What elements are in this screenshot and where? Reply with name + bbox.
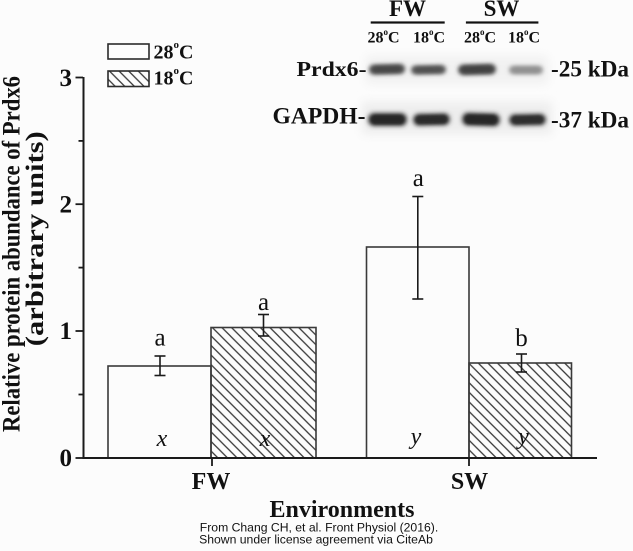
svg-text:a: a: [154, 325, 165, 352]
svg-text:SW: SW: [451, 469, 488, 495]
svg-text:FW: FW: [192, 469, 231, 495]
svg-text:From Chang CH, et al. Front Ph: From Chang CH, et al. Front Physiol (201…: [200, 520, 438, 534]
svg-text:x: x: [259, 426, 271, 452]
svg-text:28oC: 28oC: [367, 27, 399, 47]
svg-text:3: 3: [60, 65, 73, 92]
svg-text:y: y: [516, 424, 529, 450]
svg-text:Shown under license agreement: Shown under license agreement via CiteAb: [199, 532, 433, 546]
svg-text:SW: SW: [484, 0, 520, 21]
svg-text:FW: FW: [389, 0, 426, 21]
svg-text:18oC: 18oC: [508, 27, 540, 47]
svg-text:x: x: [156, 426, 168, 452]
svg-text:2: 2: [60, 192, 73, 219]
svg-text:1: 1: [60, 318, 73, 345]
svg-text:a: a: [413, 165, 424, 192]
svg-text:(arbitrary units): (arbitrary units): [22, 131, 49, 346]
svg-text:18oC: 18oC: [154, 65, 194, 90]
svg-text:28oC: 28oC: [464, 27, 496, 47]
svg-text:18oC: 18oC: [413, 27, 445, 47]
svg-text:Prdx6-: Prdx6-: [297, 57, 367, 81]
svg-text:0: 0: [60, 445, 73, 472]
svg-text:Relative protein abundance of: Relative protein abundance of Prdx6: [0, 76, 26, 432]
svg-text:y: y: [409, 424, 422, 450]
svg-text:-25 kDa: -25 kDa: [551, 57, 630, 82]
svg-text:b: b: [515, 325, 528, 352]
svg-text:Environments: Environments: [270, 497, 415, 523]
svg-text:a: a: [258, 289, 269, 316]
svg-text:GAPDH-: GAPDH-: [273, 104, 366, 129]
svg-text:-37 kDa: -37 kDa: [551, 108, 630, 133]
svg-text:28oC: 28oC: [154, 39, 194, 64]
